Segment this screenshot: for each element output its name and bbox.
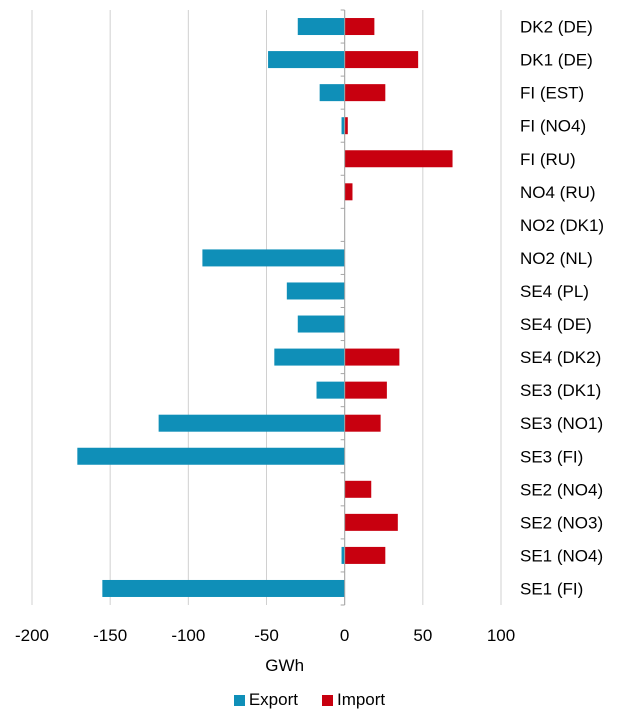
category-label: FI (NO4) — [520, 117, 586, 136]
gridlines — [31, 10, 502, 605]
bar-import — [344, 18, 375, 36]
x-tick-label: -50 — [254, 626, 279, 645]
bar-export — [319, 84, 345, 102]
legend: Export Import — [0, 688, 619, 712]
bar-chart: -200 -150 -100 -50 0 50 100 DK2 (DE) DK1 (DE) FI… — [15, 9, 604, 675]
category-label: SE3 (NO1) — [520, 414, 603, 433]
bar-import — [344, 546, 386, 564]
category-label: SE1 (NO4) — [520, 546, 603, 565]
bar-export — [268, 51, 345, 69]
x-tick-label: 0 — [340, 626, 349, 645]
bar-import — [344, 381, 387, 399]
bar-import — [344, 348, 400, 366]
category-label: FI (EST) — [520, 84, 584, 103]
category-label: DK1 (DE) — [520, 51, 593, 70]
bar-import — [344, 117, 348, 135]
bar-import — [344, 480, 372, 498]
bar-export — [158, 414, 345, 432]
category-label: NO2 (DK1) — [520, 216, 604, 235]
category-label: SE1 (FI) — [520, 579, 583, 598]
x-tick-label: 100 — [487, 626, 515, 645]
bar-export — [202, 249, 345, 267]
category-label: SE4 (PL) — [520, 282, 589, 301]
legend-item-export: Export — [233, 690, 298, 710]
legend-swatch-import — [321, 694, 333, 706]
bar-export — [297, 315, 345, 333]
category-label: SE3 (DK1) — [520, 381, 601, 400]
category-labels: DK2 (DE) DK1 (DE) FI (EST) FI (NO4) FI (RU) N… — [520, 18, 604, 599]
bar-export — [77, 447, 345, 465]
category-label: SE2 (NO4) — [520, 480, 603, 499]
category-label: DK2 (DE) — [520, 18, 593, 37]
x-tick-label: -200 — [15, 626, 49, 645]
bar-import — [344, 513, 398, 531]
category-label: SE2 (NO3) — [520, 513, 603, 532]
category-label: FI (RU) — [520, 150, 576, 169]
legend-item-import: Import — [321, 690, 386, 710]
category-label: SE4 (DE) — [520, 315, 592, 334]
axes — [340, 9, 346, 606]
bar-export — [341, 117, 345, 135]
category-label: NO4 (RU) — [520, 183, 596, 202]
category-label: SE3 (FI) — [520, 447, 583, 466]
legend-label-import: Import — [336, 690, 386, 709]
bar-export — [102, 579, 345, 597]
bar-export — [286, 282, 345, 300]
x-axis-title: GWh — [265, 656, 304, 675]
bar-export — [297, 18, 345, 36]
bar-export — [316, 381, 345, 399]
x-tick-label: -150 — [93, 626, 127, 645]
x-tick-labels: -200 -150 -100 -50 0 50 100 — [15, 626, 515, 645]
legend-label-export: Export — [248, 690, 298, 709]
bar-import — [344, 183, 353, 201]
category-label: NO2 (NL) — [520, 249, 593, 268]
legend-swatch-export — [233, 694, 245, 706]
bar-import — [344, 51, 419, 69]
bar-import — [344, 150, 453, 168]
bar-export — [341, 546, 345, 564]
x-tick-label: -100 — [171, 626, 205, 645]
bars — [77, 18, 453, 597]
bar-export — [274, 348, 345, 366]
bar-import — [344, 414, 381, 432]
bar-import — [344, 84, 386, 102]
category-label: SE4 (DK2) — [520, 348, 601, 367]
x-tick-label: 50 — [413, 626, 432, 645]
